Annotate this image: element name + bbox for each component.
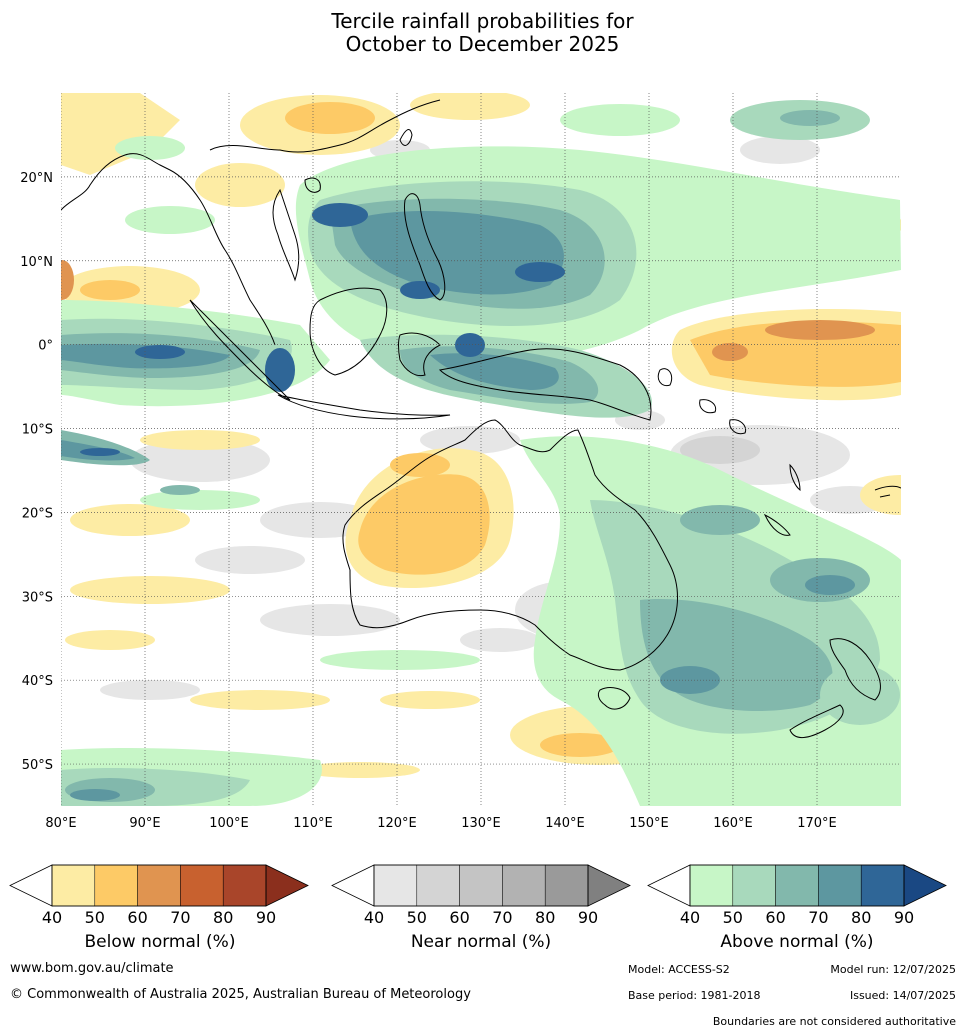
colorbar-tick-label: 70 (492, 908, 512, 927)
longitude-label: 160°E (713, 816, 753, 831)
forecast-map: 20°N 10°N 0° 10°S 20°S 30°S 40°S 50°S 80°E 90°E 1… (20, 93, 901, 831)
model-text: Model: ACCESS-S2 (628, 963, 730, 976)
latitude-label: 20°S (22, 506, 53, 521)
legend-title-above: Above normal (%) (720, 932, 874, 952)
graticule (61, 93, 901, 806)
colorbar-tick-label: 90 (578, 908, 598, 927)
colorbar-tick-label: 60 (765, 908, 785, 927)
copyright-text: © Commonwealth of Australia 2025, Austra… (10, 987, 471, 1002)
colorbar-tick-label: 60 (127, 908, 147, 927)
colorbar-segment (373, 864, 418, 907)
latitude-label: 0° (38, 339, 53, 354)
above-normal-regions (61, 100, 901, 806)
colorbar-near: 40 50 60 70 80 90 (331, 864, 631, 927)
colorbar-segment (180, 864, 224, 907)
title-line-1: Tercile rainfall probabilities for (331, 9, 634, 33)
colorbar-segment (544, 864, 589, 907)
colorbar-tick-label: 50 (407, 908, 427, 927)
colorbar-extend-high (587, 864, 631, 907)
colorbar-outline (373, 864, 589, 907)
latitude-label: 10°S (22, 423, 53, 438)
colorbar-outline (51, 864, 267, 907)
colorbar-tick-label: 70 (170, 908, 190, 927)
colorbar-segment (689, 864, 734, 907)
colorbar-extend-high (903, 864, 947, 907)
disclaimer-text: Boundaries are not considered authoritat… (712, 1015, 956, 1028)
longitude-label: 80°E (45, 816, 76, 831)
colorbar-extend-low (647, 864, 691, 907)
longitude-label: 100°E (209, 816, 249, 831)
latitude-label: 40°S (22, 674, 53, 689)
colorbar-segment (502, 864, 546, 907)
colorbar-segment (416, 864, 460, 907)
colorbar-tick-label: 80 (851, 908, 871, 927)
colorbar-above: 40 50 60 70 80 90 (647, 864, 947, 927)
colorbar-outline (689, 864, 905, 907)
issued-text: Issued: 14/07/2025 (849, 989, 956, 1002)
near-normal-regions (100, 136, 890, 700)
colorbar-segment (775, 864, 819, 907)
coastlines (61, 99, 901, 738)
colorbar-extend-high (265, 864, 309, 907)
colorbar-tick-label: 70 (808, 908, 828, 927)
longitude-label: 170°E (797, 816, 837, 831)
longitude-labels: 80°E 90°E 100°E 110°E 120°E 130°E 140°E 150°E 16… (45, 816, 836, 831)
colorbar-tick-label: 60 (449, 908, 469, 927)
colorbar-below: 40 50 60 70 80 90 (9, 864, 309, 927)
longitude-label: 130°E (461, 816, 501, 831)
colorbar-tick-label: 80 (535, 908, 555, 927)
longitude-label: 90°E (129, 816, 160, 831)
legend-title-near: Near normal (%) (410, 932, 552, 952)
model-run-text: Model run: 12/07/2025 (830, 963, 956, 976)
colorbar-tick-label: 40 (364, 908, 384, 927)
colorbar-extend-low (9, 864, 53, 907)
colorbar-extend-low (331, 864, 375, 907)
longitude-label: 120°E (377, 816, 417, 831)
base-period-text: Base period: 1981-2018 (628, 989, 761, 1002)
colorbar-segment (732, 864, 776, 907)
latitude-label: 20°N (20, 171, 53, 186)
colorbar-tick-label: 50 (85, 908, 105, 927)
colorbar-segment (51, 864, 96, 907)
latitude-labels: 20°N 10°N 0° 10°S 20°S 30°S 40°S 50°S (20, 171, 53, 773)
colorbar-tick-label: 90 (256, 908, 276, 927)
latitude-label: 10°N (20, 255, 53, 270)
colorbar-segment (137, 864, 181, 907)
colorbar-segment (860, 864, 905, 907)
colorbar-segment (459, 864, 503, 907)
colorbar-segment (222, 864, 267, 907)
longitude-label: 110°E (293, 816, 333, 831)
colorbar-tick-label: 80 (213, 908, 233, 927)
colorbar-segment (818, 864, 862, 907)
latitude-label: 50°S (22, 758, 53, 773)
longitude-label: 140°E (545, 816, 585, 831)
latitude-label: 30°S (22, 590, 53, 605)
colorbar-tick-label: 40 (42, 908, 62, 927)
map-title: Tercile rainfall probabilities for Octob… (0, 10, 965, 56)
colorbar-tick-label: 40 (680, 908, 700, 927)
title-line-2: October to December 2025 (345, 32, 620, 56)
colorbar-tick-label: 50 (723, 908, 743, 927)
colorbar-segment (94, 864, 138, 907)
longitude-label: 150°E (629, 816, 669, 831)
colorbar-tick-label: 90 (894, 908, 914, 927)
legend-title-below: Below normal (%) (84, 932, 236, 952)
map-field (61, 93, 901, 806)
website-text: www.bom.gov.au/climate (10, 961, 174, 976)
